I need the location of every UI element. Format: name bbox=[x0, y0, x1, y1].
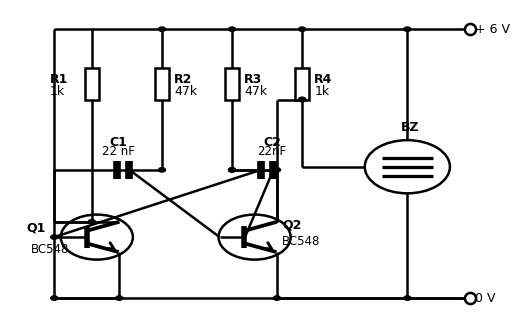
Text: 22nF: 22nF bbox=[257, 145, 287, 158]
Circle shape bbox=[404, 27, 411, 31]
Circle shape bbox=[88, 220, 95, 224]
Text: 22 nF: 22 nF bbox=[102, 145, 135, 158]
Text: R2: R2 bbox=[174, 73, 192, 86]
Circle shape bbox=[298, 27, 306, 31]
Text: 0 V: 0 V bbox=[475, 291, 496, 305]
Text: 1k: 1k bbox=[50, 85, 65, 98]
Circle shape bbox=[404, 296, 411, 300]
Circle shape bbox=[274, 296, 280, 300]
Circle shape bbox=[229, 168, 236, 172]
Circle shape bbox=[298, 97, 306, 102]
Text: 1k: 1k bbox=[314, 85, 329, 98]
Text: BC548: BC548 bbox=[282, 235, 320, 248]
Circle shape bbox=[51, 235, 58, 239]
Circle shape bbox=[159, 168, 165, 172]
Text: 47k: 47k bbox=[244, 85, 267, 98]
FancyBboxPatch shape bbox=[155, 68, 169, 100]
Circle shape bbox=[229, 168, 236, 172]
Text: + 6 V: + 6 V bbox=[475, 23, 510, 36]
Text: Q1: Q1 bbox=[27, 221, 46, 234]
FancyBboxPatch shape bbox=[85, 68, 99, 100]
Text: C1: C1 bbox=[109, 135, 127, 149]
Text: R1: R1 bbox=[50, 73, 68, 86]
Text: BC548: BC548 bbox=[31, 243, 69, 256]
Circle shape bbox=[115, 296, 123, 300]
Text: C2: C2 bbox=[263, 135, 281, 149]
Circle shape bbox=[274, 168, 280, 172]
Circle shape bbox=[298, 97, 306, 102]
Text: R4: R4 bbox=[314, 73, 333, 86]
Circle shape bbox=[229, 27, 236, 31]
Circle shape bbox=[159, 27, 165, 31]
FancyBboxPatch shape bbox=[295, 68, 309, 100]
Text: Q2: Q2 bbox=[282, 218, 301, 231]
Circle shape bbox=[51, 296, 58, 300]
Circle shape bbox=[257, 168, 264, 172]
FancyBboxPatch shape bbox=[225, 68, 239, 100]
Text: 47k: 47k bbox=[174, 85, 197, 98]
Text: BZ: BZ bbox=[400, 121, 419, 134]
Text: R3: R3 bbox=[244, 73, 262, 86]
